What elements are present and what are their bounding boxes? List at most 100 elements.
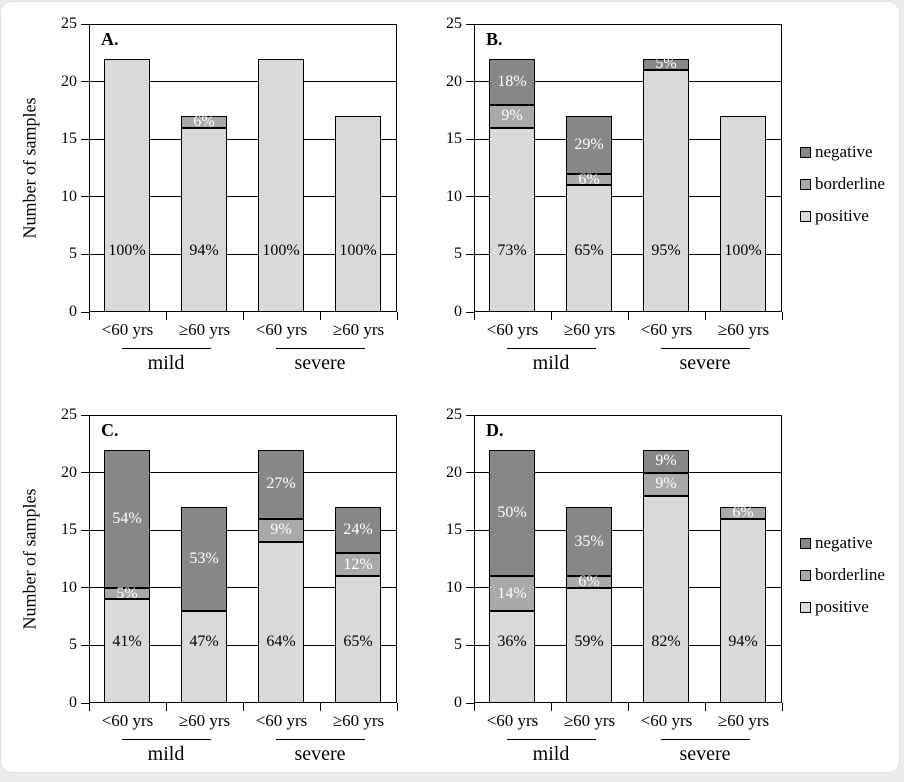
x-tick-mark [166,312,167,320]
x-tick-label: ≥60 yrs [332,711,385,730]
panel-c: Number of samples 0 5 10 15 20 25 41% 5% 54% 47% 53… [0,391,452,782]
segment-percent-label: 9% [270,521,292,539]
y-tick-mark [81,702,89,704]
segment-percent-label: 54% [112,509,142,527]
y-tick-label: 15 [446,130,462,148]
y-tick-label: 10 [446,578,462,596]
y-tick-mark [81,529,89,531]
segment-percent-label: 59% [574,632,604,650]
y-tick-mark [81,587,89,589]
x-tick-mark [89,703,90,711]
legend-item-borderline: borderline [800,174,904,194]
y-tick-label: 25 [61,406,77,423]
segment-percent-label: 35% [574,532,604,550]
legend-item-borderline: borderline [800,565,904,585]
bar-segment-positive [489,127,535,312]
y-tick-mark [81,81,89,83]
y-tick-label: 0 [454,303,462,320]
panel-letter: A. [101,29,119,49]
legend-label: borderline [815,174,885,193]
x-tick-mark [705,312,706,320]
group-label: mild [532,352,570,374]
y-tick-label: 0 [69,694,77,711]
segment-percent-label: 73% [497,241,527,259]
x-tick-label: ≥60 yrs [717,320,770,339]
bar-segment-positive [181,610,227,703]
gridline [474,472,782,474]
x-tick-mark [166,703,167,711]
segment-percent-label: 9% [655,475,677,493]
legend-item-negative: negative [800,533,904,553]
segment-percent-label: 94% [728,632,758,650]
segment-percent-label: 47% [189,632,219,650]
x-tick-mark [782,312,783,320]
gridline [89,253,397,255]
segment-percent-label: 50% [497,503,527,521]
legend-item-negative: negative [800,142,904,162]
group-label: severe [679,352,731,374]
plot-area [474,415,782,703]
x-tick-mark [89,312,90,320]
x-tick-mark [243,312,244,320]
y-tick-mark [466,644,474,646]
segment-percent-label: 9% [501,107,523,125]
y-tick-mark [81,414,89,416]
legend-item-positive: positive [800,597,904,617]
group-label: mild [147,352,185,374]
group-label: severe [679,743,731,765]
x-tick-label: ≥60 yrs [563,711,616,730]
segment-percent-label: 53% [189,550,219,567]
x-tick-mark [320,312,321,320]
bar-segment-negative [181,507,227,611]
segment-percent-label: 5% [116,584,138,602]
x-tick-mark [551,312,552,320]
panel-b: 0 5 10 15 20 25 73% 9% 18% 65% 6% 29% 95% 5% 100% <60 y… [446,0,904,391]
y-tick-mark [81,138,89,140]
segment-percent-label: 12% [343,555,373,573]
x-tick-mark [782,703,783,711]
bar-segment-positive [181,127,227,312]
legend-label: negative [815,142,873,161]
y-tick-mark [466,414,474,416]
y-tick-mark [466,23,474,25]
segment-percent-label: 24% [343,521,373,539]
segment-percent-label: 6% [732,503,754,521]
legend-swatch-borderline [800,569,811,581]
x-tick-label: ≥60 yrs [563,320,616,339]
bar-segment-positive [720,116,766,312]
bar-segment-positive [720,518,766,703]
y-tick-mark [466,587,474,589]
legend-item-positive: positive [800,206,904,226]
segment-percent-label: 5% [655,55,677,73]
y-tick-label: 0 [454,694,462,711]
bar-segment-borderline [489,104,535,128]
x-tick-mark [243,703,244,711]
bar-segment-negative [489,58,535,105]
segment-percent-label: 65% [343,632,373,650]
x-tick-label: <60 yrs [255,711,308,730]
y-tick-mark [466,81,474,83]
legend-label: positive [815,597,869,616]
x-tick-mark [397,312,398,320]
y-tick-label: 10 [61,187,77,205]
gridline [474,196,782,198]
group-underline [660,739,750,740]
y-tick-mark [81,472,89,474]
x-tick-mark [320,703,321,711]
gridline [89,81,397,83]
x-tick-label: ≥60 yrs [178,711,231,730]
y-tick-mark [466,138,474,140]
group-label: mild [147,743,185,765]
segment-percent-label: 9% [655,452,677,470]
legend-swatch-negative [800,537,811,549]
y-tick-label: 5 [69,636,77,654]
y-tick-label: 15 [61,521,77,539]
bar-segment-positive [566,185,612,312]
y-tick-mark [81,311,89,313]
legend-label: borderline [815,565,885,584]
bar-segment-borderline [643,472,689,496]
bar-segment-borderline [258,518,304,542]
gridline [89,529,397,531]
x-tick-mark [474,312,475,320]
